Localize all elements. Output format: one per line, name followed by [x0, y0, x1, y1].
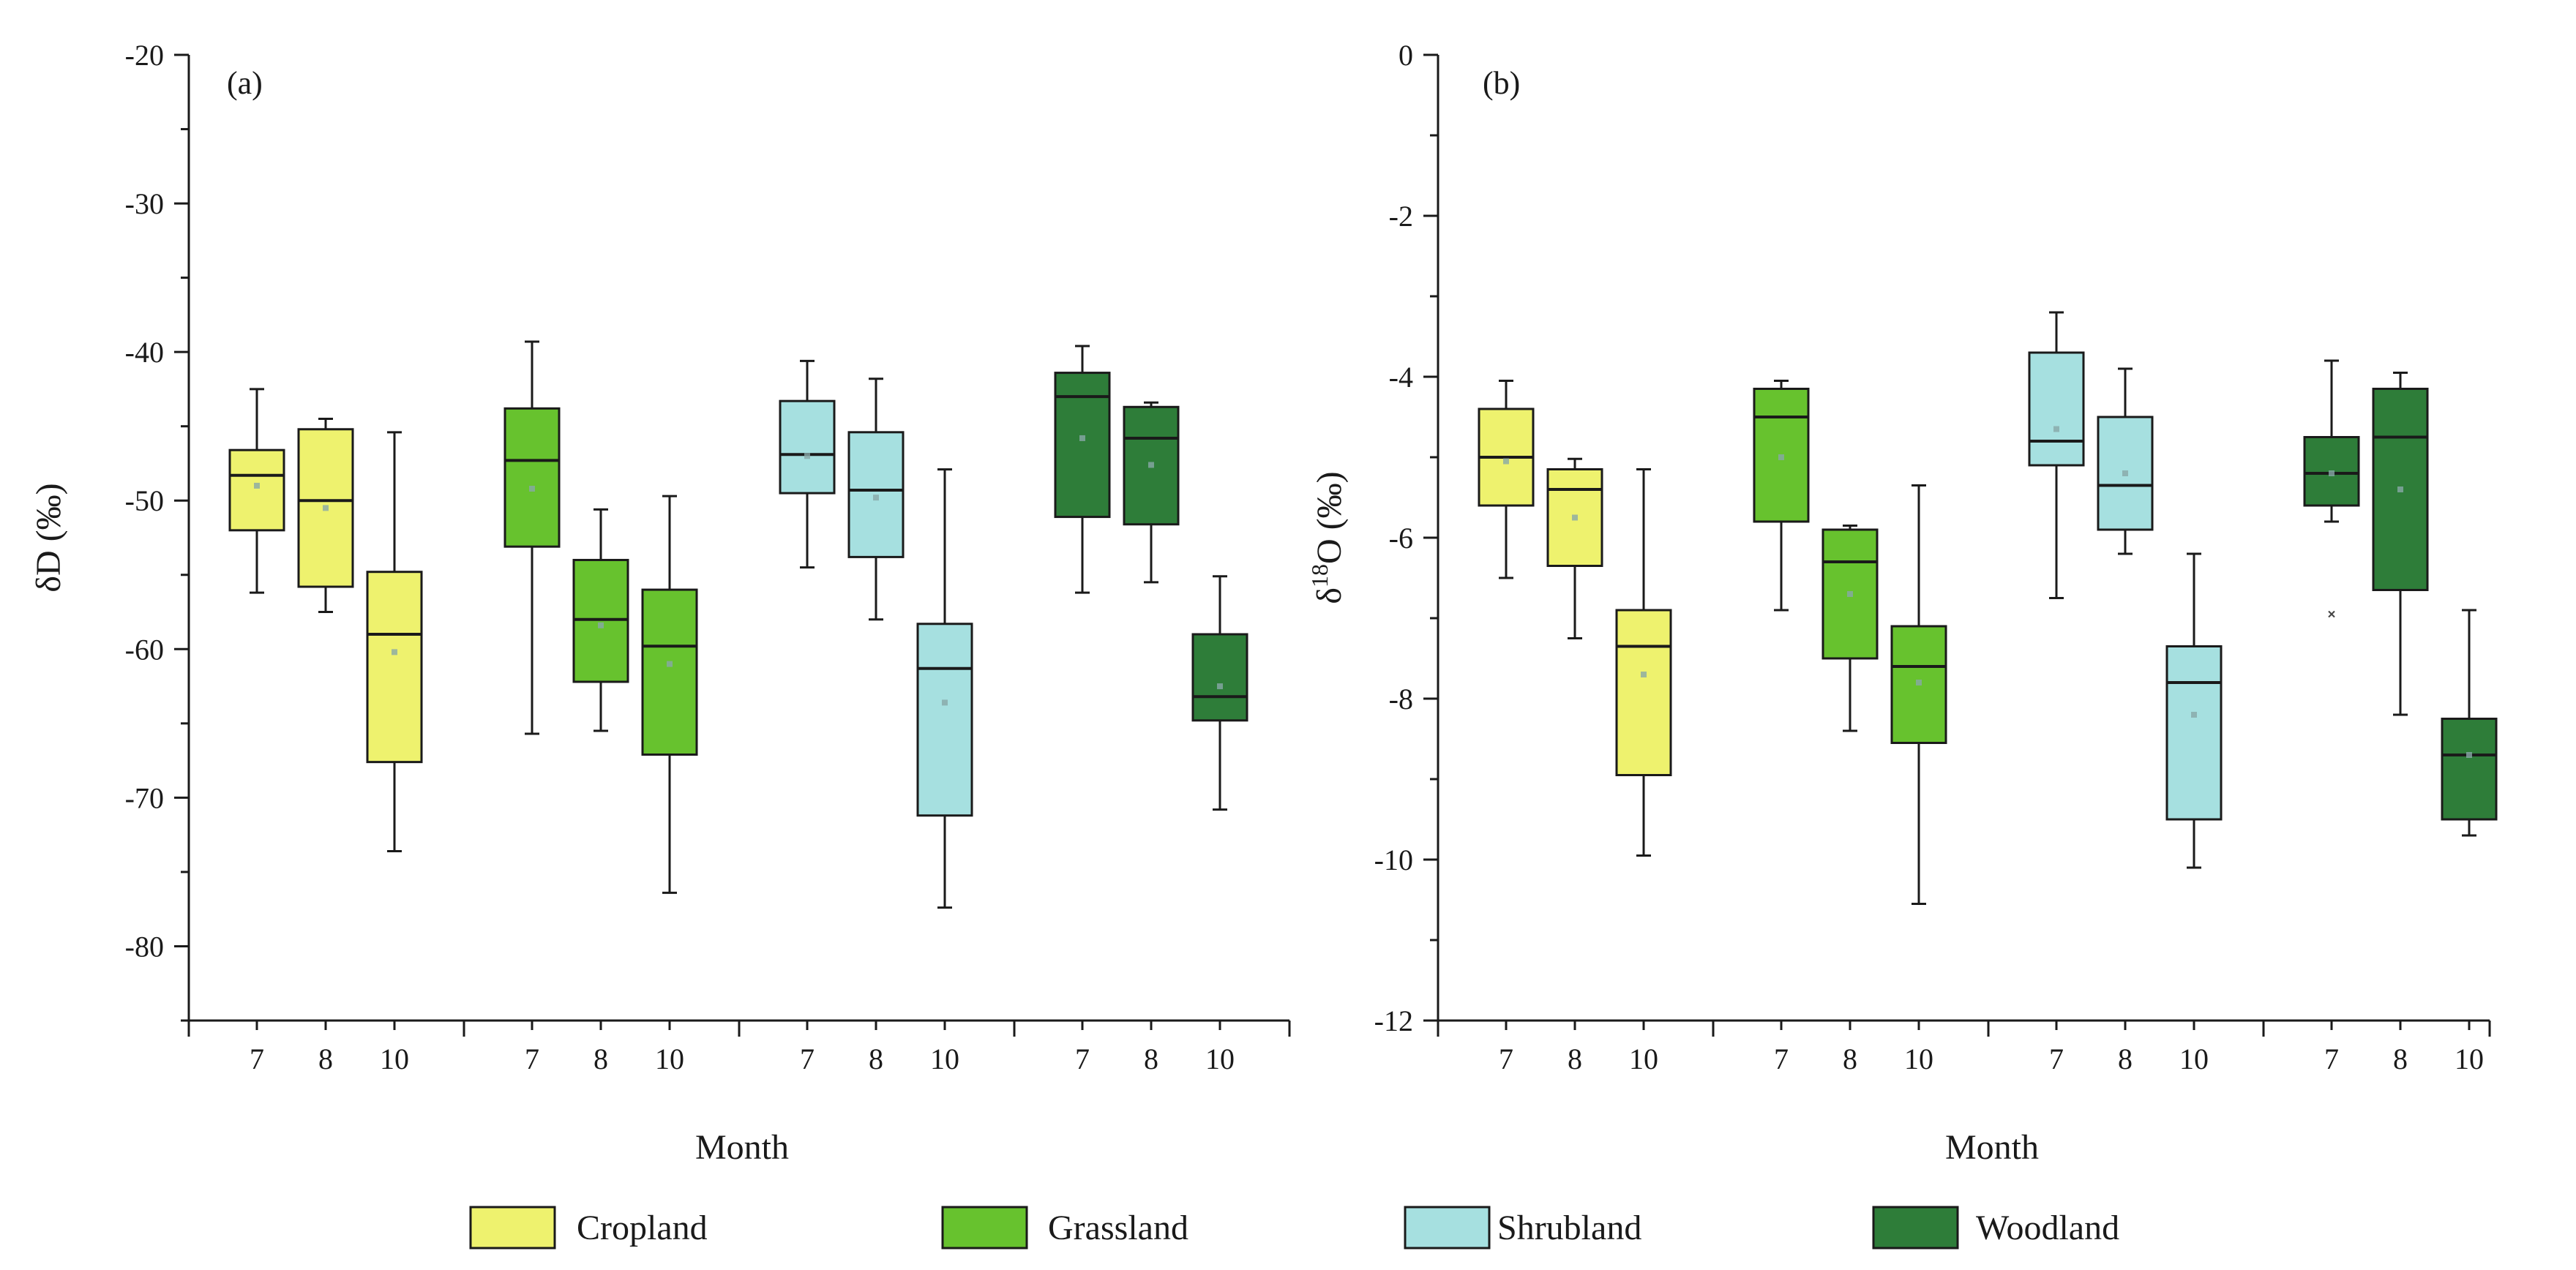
box-shrubland-10 [2165, 645, 2223, 821]
x-tick-label: 7 [1499, 1042, 1513, 1075]
box-mean-marker [323, 505, 329, 511]
y-tick-label: -10 [1374, 843, 1413, 876]
y-axis-title: δD (‰) [29, 483, 68, 592]
box-mean-marker [1217, 683, 1223, 690]
box-mean-marker [1778, 454, 1784, 460]
legend-item-cropland: Cropland [469, 1206, 708, 1250]
y-tick-label: -2 [1389, 200, 1413, 233]
box-shrubland-7 [779, 399, 836, 495]
box-mean-marker [1079, 435, 1085, 441]
x-tick-label: 8 [1144, 1042, 1158, 1075]
box-mean-marker [2329, 470, 2334, 476]
box-shrubland-8 [847, 431, 905, 558]
x-axis-title: Month [695, 1128, 789, 1167]
box-mean-marker [2053, 426, 2059, 432]
box-mean-marker [2466, 752, 2472, 758]
x-tick-label: 8 [318, 1042, 333, 1075]
legend-swatch-shrubland [1404, 1206, 1491, 1250]
y-tick-label: -12 [1374, 1004, 1413, 1037]
box-mean-marker [667, 661, 673, 667]
box-cropland-10 [366, 571, 423, 764]
x-tick-label: 10 [2455, 1042, 2484, 1075]
box-mean-marker [1847, 591, 1853, 597]
box-woodland-10 [2441, 718, 2498, 821]
y-tick-label: -6 [1389, 522, 1413, 555]
x-tick-label: 8 [1568, 1042, 1582, 1075]
x-tick-label: 10 [1205, 1042, 1235, 1075]
y-tick-label: -4 [1389, 361, 1413, 394]
legend-swatch-grassland [941, 1206, 1028, 1250]
box-outlier [2328, 610, 2335, 618]
box-mean-marker [873, 495, 879, 501]
panel-b-chart: -12 -10 -8 -6 -4 -2 0 7 8 10 7 8 10 7 8 10 7 8 10 (b) δ18O (… [1306, 39, 2498, 1167]
box-mean-marker [1572, 514, 1578, 521]
y-tick-label: -70 [125, 781, 164, 814]
box-grassland-8 [572, 558, 629, 683]
x-tick-label: 10 [655, 1042, 684, 1075]
box-grassland-7 [503, 407, 561, 548]
box-mean-marker [254, 482, 260, 489]
x-tick-label: 10 [1904, 1042, 1933, 1075]
legend-item-woodland: Woodland [1872, 1206, 2119, 1250]
y-tick-label: 0 [1399, 39, 1413, 72]
y-tick-label: -60 [125, 633, 164, 666]
legend-label-woodland: Woodland [1976, 1209, 2119, 1247]
legend-label-grassland: Grassland [1048, 1209, 1188, 1247]
x-tick-label: 8 [594, 1042, 608, 1075]
panel-a-chart: -80 -70 -60 -50 -40 -30 -20 7 8 10 7 8 10 7 8 10 7 8 10 (a)… [29, 39, 1291, 1167]
box-shrubland-7 [2028, 351, 2085, 467]
legend-label-cropland: Cropland [577, 1209, 708, 1247]
legend-item-shrubland: Shrubland [1404, 1206, 1641, 1250]
box-mean-marker [598, 622, 604, 628]
box-mean-marker [2191, 712, 2197, 718]
x-tick-label: 8 [2393, 1042, 2408, 1075]
y-tick-label: -20 [125, 39, 164, 72]
x-tick-label: 8 [869, 1042, 883, 1075]
box-mean-marker [392, 649, 397, 655]
box-mean-marker [2122, 470, 2128, 476]
y-tick-label: -8 [1389, 683, 1413, 715]
x-tick-label: 7 [1075, 1042, 1090, 1075]
box-mean-marker [1916, 680, 1922, 685]
legend-swatch-cropland [469, 1206, 556, 1250]
x-tick-label: 10 [930, 1042, 959, 1075]
x-tick-label: 10 [1629, 1042, 1658, 1075]
box-cropland-10 [1615, 609, 1672, 776]
x-tick-label: 7 [1774, 1042, 1789, 1075]
box-mean-marker [529, 485, 535, 492]
y-tick-label: -50 [125, 484, 164, 517]
y-tick-label: -80 [125, 930, 164, 963]
y-tick-label: -30 [125, 187, 164, 220]
legend: Cropland Grassland Shrubland Woodland [469, 1206, 2119, 1250]
x-axis-title: Month [1945, 1128, 2039, 1167]
box-grassland-10 [641, 588, 698, 756]
panel-label: (a) [227, 65, 263, 101]
box-shrubland-10 [916, 623, 973, 817]
y-axis-title: δ18O (‰) [1306, 471, 1349, 604]
x-tick-label: 8 [1843, 1042, 1857, 1075]
box-mean-marker [2397, 486, 2403, 492]
x-tick-label: 8 [2118, 1042, 2133, 1075]
x-tick-label: 7 [2324, 1042, 2339, 1075]
x-tick-label: 7 [525, 1042, 539, 1075]
x-tick-label: 10 [380, 1042, 409, 1075]
x-tick-label: 7 [800, 1042, 815, 1075]
panel-label: (b) [1483, 65, 1520, 101]
box-woodland-10 [1191, 633, 1248, 722]
x-tick-label: 7 [250, 1042, 264, 1075]
legend-swatch-woodland [1872, 1206, 1959, 1250]
box-mean-marker [1641, 672, 1647, 677]
y-tick-label: -40 [125, 336, 164, 369]
box-mean-marker [804, 453, 810, 459]
legend-item-grassland: Grassland [941, 1206, 1188, 1250]
box-mean-marker [1148, 462, 1154, 468]
box-woodland-7 [1054, 372, 1111, 519]
x-tick-label: 10 [2179, 1042, 2209, 1075]
legend-label-shrubland: Shrubland [1497, 1209, 1641, 1247]
x-tick-label: 7 [2049, 1042, 2064, 1075]
box-mean-marker [942, 699, 948, 706]
box-mean-marker [1503, 458, 1509, 465]
box-cropland-7 [228, 448, 285, 532]
